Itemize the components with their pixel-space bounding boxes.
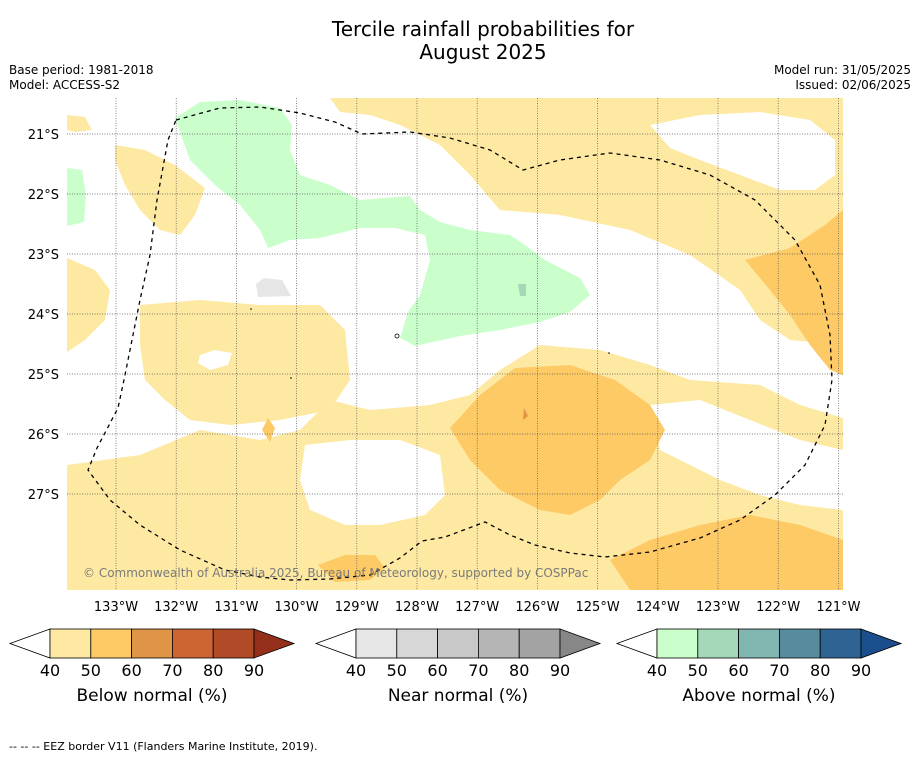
- above-normal-40-50-region: [175, 100, 590, 346]
- longitude-labels: 133°W 132°W 131°W 130°W 129°W 128°W 127°W 126°W…: [94, 600, 861, 615]
- colorbar-tick-label: 70: [769, 661, 789, 680]
- longitude-label: 131°W: [214, 600, 258, 615]
- colorbar-tick-label: 80: [509, 661, 529, 680]
- near-normal-colorbar-title: Near normal (%): [387, 686, 529, 706]
- colorbar-tick-label: 40: [40, 661, 60, 680]
- copyright-text: © Commonwealth of Australia 2025, Bureau…: [83, 566, 588, 580]
- longitude-label: 133°W: [94, 600, 138, 615]
- longitude-label: 129°W: [335, 600, 379, 615]
- near-normal-colorbar: 40 50 60 70 80 90: [314, 628, 602, 680]
- meta-left: Base period: 1981-2018 Model: ACCESS-S2: [9, 63, 154, 93]
- title-line-2: August 2025: [419, 40, 547, 64]
- model-run-label: Model run: 31/05/2025: [773, 63, 911, 77]
- colorbar-extend-high: [253, 628, 296, 659]
- below-normal-50-60-region: [450, 365, 665, 515]
- model-label: Model: ACCESS-S2: [9, 78, 121, 92]
- below-normal-40-50-region: [67, 258, 110, 352]
- colorbar-tick-label: 90: [550, 661, 570, 680]
- colorbar-tick-label: 80: [810, 661, 830, 680]
- longitude-label: 132°W: [154, 600, 198, 615]
- colorbar-swatch: [49, 628, 92, 659]
- eez-border: [87, 106, 833, 581]
- colorbar-tick-label: 70: [162, 661, 182, 680]
- colorbar-tick-label: 90: [244, 661, 264, 680]
- longitude-label: 122°W: [756, 600, 800, 615]
- colorbar-swatch: [355, 628, 398, 659]
- below-normal-40-50-region: [67, 115, 92, 132]
- below-normal-colorbar: 40 50 60 70 80 90: [8, 628, 296, 680]
- below-normal-50-60-region: [262, 418, 275, 442]
- below-normal-50-60-region: [610, 515, 843, 590]
- latitude-label: 25°S: [28, 368, 59, 383]
- longitude-label: 123°W: [696, 600, 740, 615]
- latitude-labels: 21°S 22°S 23°S 24°S 25°S 26°S 27°S: [28, 128, 59, 503]
- longitude-label: 121°W: [816, 600, 860, 615]
- longitude-label: 127°W: [455, 600, 499, 615]
- meta-right: Model run: 31/05/2025 Issued: 02/06/2025: [774, 63, 911, 93]
- colorbar-swatch: [437, 628, 479, 659]
- near-normal-40-50-region: [256, 278, 291, 297]
- colorbar-extend-high: [860, 628, 903, 659]
- colorbar-extend-low: [8, 628, 51, 659]
- colorbar-extend-low: [314, 628, 357, 659]
- colorbar-tick-label: 80: [203, 661, 223, 680]
- colorbar-tick-label: 50: [688, 661, 708, 680]
- above-normal-50-60-region: [518, 284, 526, 296]
- longitude-label: 130°W: [275, 600, 319, 615]
- colorbar-tick-label: 40: [346, 661, 366, 680]
- title-line-1: Tercile rainfall probabilities for: [331, 17, 635, 41]
- colorbar-swatch: [779, 628, 821, 659]
- longitude-label: 125°W: [576, 600, 620, 615]
- colorbar-swatch: [518, 628, 561, 659]
- below-normal-colorbar-title: Below normal (%): [76, 686, 228, 706]
- probability-fields: [67, 98, 843, 590]
- colorbar-tick-label: 60: [728, 661, 748, 680]
- colorbar-swatch: [90, 628, 133, 659]
- latitude-label: 24°S: [28, 308, 59, 323]
- longitude-label: 124°W: [636, 600, 680, 615]
- colorbar-swatch: [396, 628, 438, 659]
- latitude-label: 27°S: [28, 488, 59, 503]
- below-normal-50-60-region: [318, 555, 385, 582]
- colorbar-tick-label: 60: [121, 661, 141, 680]
- latitude-label: 23°S: [28, 248, 59, 263]
- colorbar-tick-label: 50: [387, 661, 407, 680]
- colorbar-tick-label: 70: [468, 661, 488, 680]
- above-normal-40-50-region: [67, 168, 86, 226]
- colorbar-extend-high: [559, 628, 602, 659]
- colorbar-swatch: [697, 628, 739, 659]
- colorbar-swatch: [738, 628, 780, 659]
- colorbars: 40 50 60 70 80 90 40 50 60 70 80 90 40 50 60 70 80 90: [8, 628, 903, 680]
- colorbar-tick-label: 40: [647, 661, 667, 680]
- colorbar-swatch: [212, 628, 255, 659]
- colorbar-extend-low: [615, 628, 658, 659]
- colorbar-swatch: [171, 628, 214, 659]
- colorbar-tick-label: 50: [81, 661, 101, 680]
- issued-label: Issued: 02/06/2025: [795, 78, 911, 92]
- map-title: Tercile rainfall probabilities for Augus…: [0, 18, 919, 64]
- colorbar-tick-label: 60: [427, 661, 447, 680]
- above-normal-colorbar-title: Above normal (%): [682, 686, 836, 706]
- eez-legend-footnote: -- -- -- EEZ border V11 (Flanders Marine…: [9, 740, 318, 753]
- below-normal-50-60-region: [745, 210, 843, 375]
- below-normal-40-50-region: [140, 300, 350, 425]
- longitude-label: 126°W: [515, 600, 559, 615]
- below-normal-40-50-region: [115, 145, 205, 235]
- colorbar-swatch: [131, 628, 173, 659]
- gridlines: [67, 98, 843, 590]
- colorbar-swatch: [656, 628, 699, 659]
- base-period-label: Base period: 1981-2018: [9, 63, 154, 77]
- latitude-label: 22°S: [28, 188, 59, 203]
- colorbar-swatch: [477, 628, 520, 659]
- latitude-label: 21°S: [28, 128, 59, 143]
- longitude-label: 128°W: [395, 600, 439, 615]
- colorbar-tick-label: 90: [851, 661, 871, 680]
- latitude-label: 26°S: [28, 428, 59, 443]
- above-normal-colorbar: 40 50 60 70 80 90: [615, 628, 903, 680]
- colorbar-swatch: [819, 628, 862, 659]
